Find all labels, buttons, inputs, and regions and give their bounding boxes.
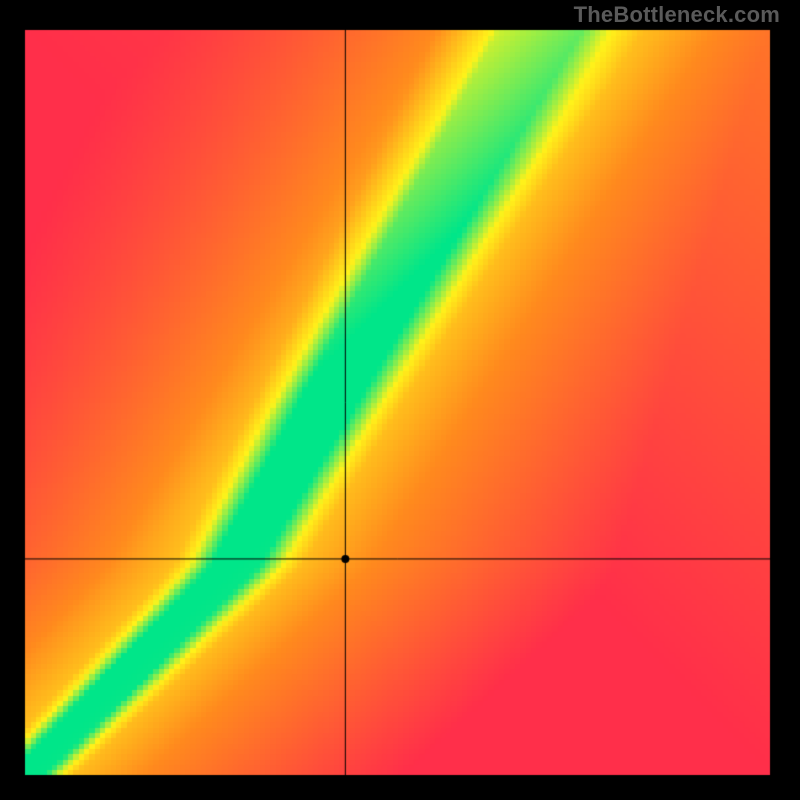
chart-container: TheBottleneck.com: [0, 0, 800, 800]
watermark-text: TheBottleneck.com: [574, 2, 780, 28]
bottleneck-heatmap: [0, 0, 800, 800]
